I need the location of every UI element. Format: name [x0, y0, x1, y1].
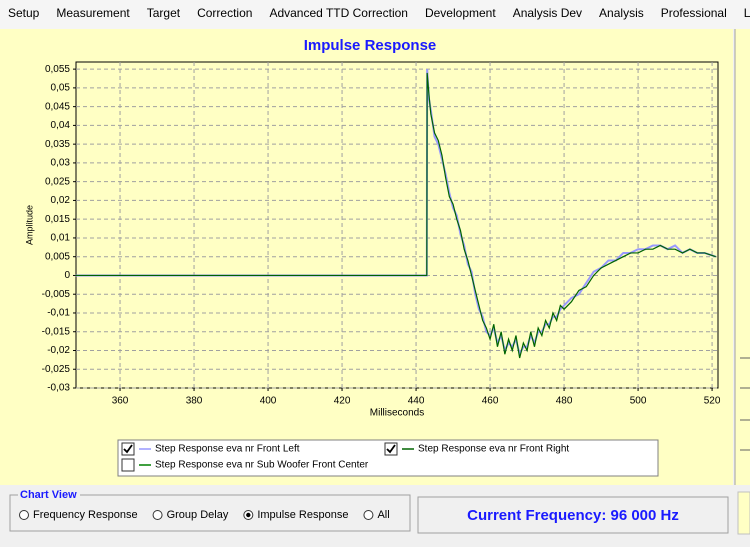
checkmark — [123, 444, 133, 454]
series-line — [75, 69, 717, 358]
chart-title: Impulse Response — [304, 37, 437, 54]
x-tick-label: 460 — [482, 396, 499, 407]
menu-item[interactable]: Lic — [744, 6, 750, 20]
y-tick-label: 0,045 — [45, 101, 70, 112]
legend-checkbox[interactable] — [121, 442, 135, 456]
radio-button[interactable] — [363, 510, 374, 520]
legend-entries: Step Response eva nr Front Left Step Resp… — [121, 442, 569, 472]
status-box — [417, 496, 729, 534]
menu-item[interactable]: Advanced TTD Correction — [269, 6, 408, 20]
radio-label[interactable]: Group Delay — [167, 509, 229, 521]
x-tick-label: 500 — [630, 396, 647, 407]
y-tick-label: 0,04 — [51, 120, 71, 131]
menu-item[interactable]: Development — [425, 6, 496, 20]
y-tick-label: 0,025 — [45, 176, 70, 187]
menu-item[interactable]: Professional — [661, 6, 727, 20]
menu-item[interactable]: Target — [147, 6, 181, 20]
checkmark — [386, 444, 396, 454]
series-line — [75, 72, 716, 359]
x-tick-label: 440 — [408, 396, 425, 407]
legend-checkbox[interactable] — [121, 458, 135, 472]
y-tick-label: -0,025 — [42, 364, 71, 375]
y-tick-label: -0,005 — [42, 289, 71, 300]
side-button[interactable] — [737, 491, 750, 535]
group-title-bg — [18, 489, 80, 501]
y-tick-label: -0,02 — [47, 345, 70, 356]
y-tick-label: 0,015 — [45, 214, 70, 225]
y-tick-label: 0,055 — [45, 64, 70, 75]
legend-label: Step Response eva nr Sub Woofer Front Ce… — [155, 460, 369, 471]
y-tick-label: 0,05 — [51, 83, 71, 94]
x-tick-label: 380 — [186, 396, 203, 407]
y-tick-label: -0,03 — [47, 383, 70, 394]
x-tick-label: 400 — [260, 396, 277, 407]
plot-area — [75, 61, 719, 389]
x-tick-label: 520 — [704, 396, 721, 407]
x-tick-label: 420 — [334, 396, 351, 407]
y-tick-label: 0,005 — [45, 251, 70, 262]
chart-view-title: Chart View — [20, 489, 77, 501]
y-tick-label: 0,02 — [51, 195, 71, 206]
radio-button[interactable] — [19, 510, 29, 520]
menu-item[interactable]: Setup — [8, 6, 40, 20]
chart-view-group — [9, 494, 411, 532]
radio-label[interactable]: Frequency Response — [33, 509, 138, 521]
y-tick-label: 0,035 — [45, 139, 70, 150]
y-tick-label: 0 — [64, 270, 70, 281]
radio-label[interactable]: Impulse Response — [257, 509, 348, 521]
current-frequency: Current Frequency: 96 000 Hz — [467, 507, 679, 524]
radio-label[interactable]: All — [377, 509, 389, 521]
y-axis-label: Amplitude — [24, 205, 34, 245]
legend-label: Step Response eva nr Front Right — [418, 444, 569, 455]
y-tick-label: 0,03 — [51, 158, 71, 169]
x-tick-label: 360 — [112, 396, 129, 407]
menu-item[interactable]: Analysis Dev — [513, 6, 582, 20]
y-tick-label: -0,01 — [47, 308, 70, 319]
radio-dot — [246, 512, 251, 518]
legend-label: Step Response eva nr Front Left — [155, 444, 300, 455]
plot: 0,055 0,05 0,045 0,04 0,035 0,03 0,025 0,02 0,01… — [42, 62, 721, 407]
y-tick-label: 0,01 — [51, 233, 71, 244]
side-panel — [735, 29, 750, 485]
legend-checkbox[interactable] — [384, 442, 398, 456]
menu: Setup Measurement Target Correction Advanced… — [8, 6, 750, 20]
menu-item[interactable]: Correction — [197, 6, 252, 20]
y-tick-label: -0,015 — [42, 326, 71, 337]
menu-item[interactable]: Measurement — [56, 6, 130, 20]
radio-button[interactable] — [152, 510, 163, 520]
x-axis-label: Milliseconds — [370, 408, 424, 419]
menu-item[interactable]: Analysis — [599, 6, 644, 20]
x-tick-label: 480 — [556, 396, 573, 407]
menu-bar — [0, 0, 750, 29]
chart-view-options: Frequency Response Group Delay Impulse Res… — [19, 509, 390, 521]
